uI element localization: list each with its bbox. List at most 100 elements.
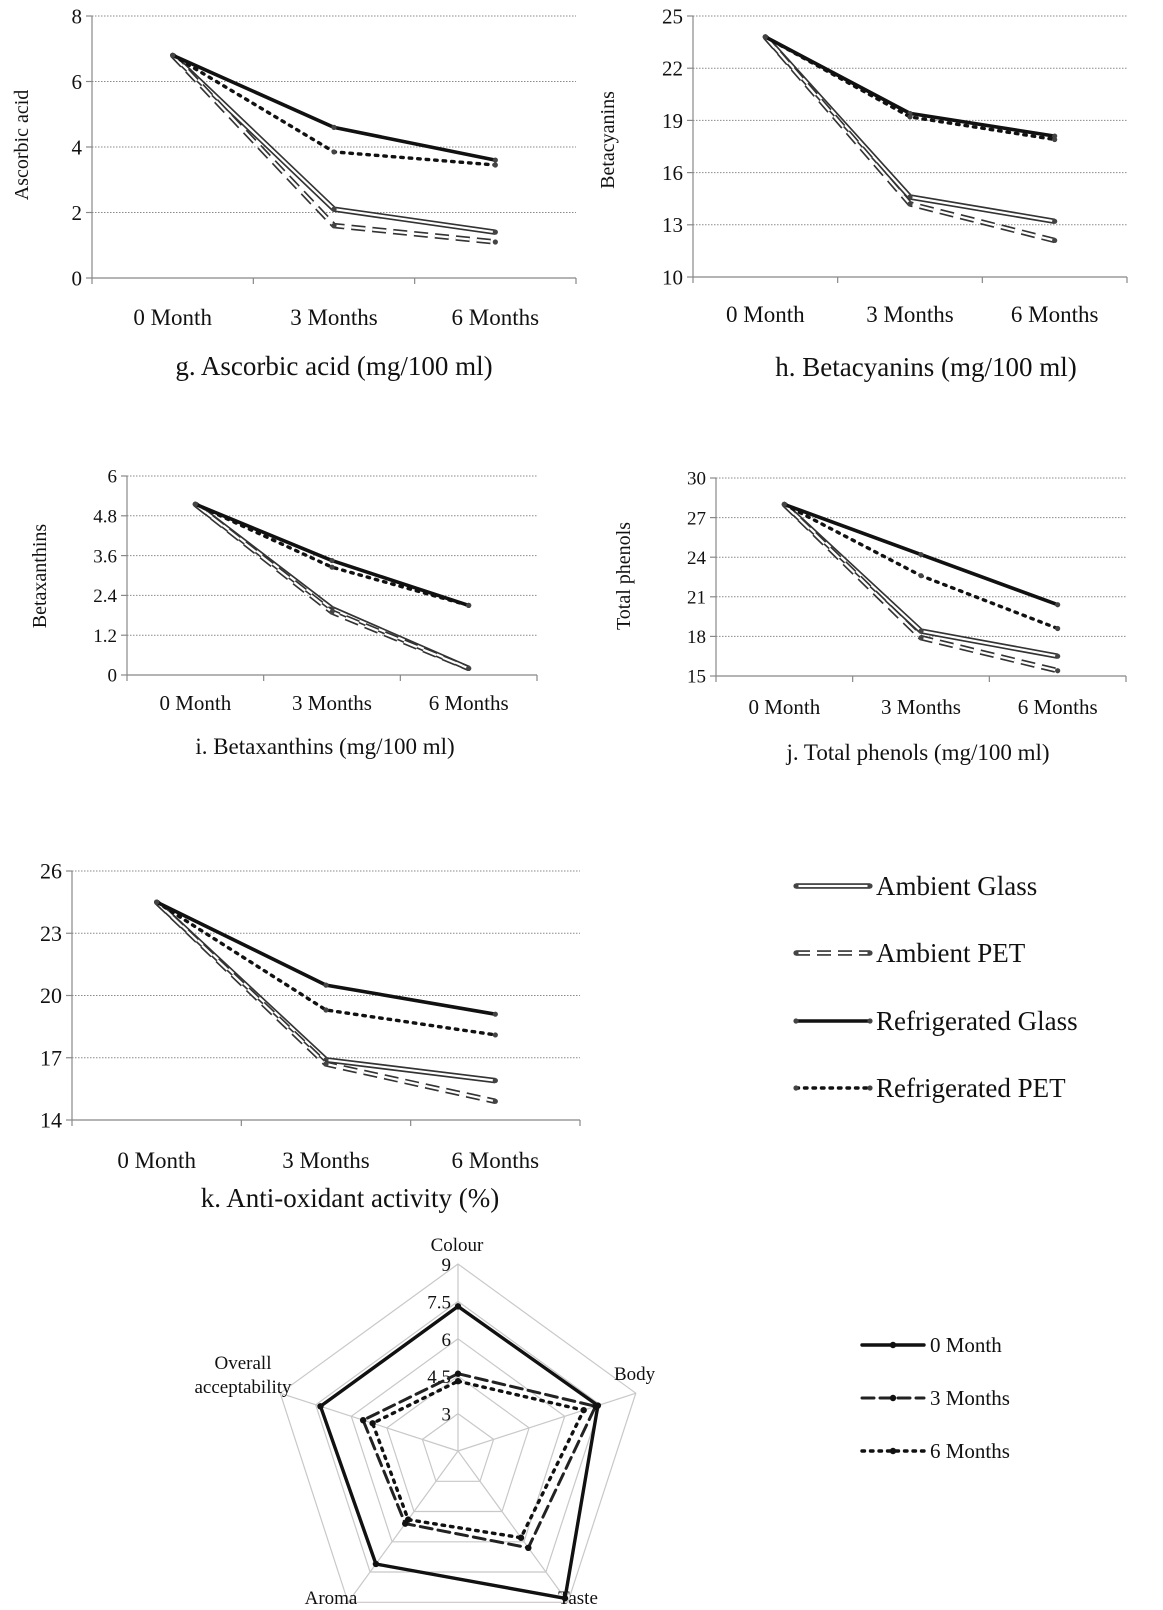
y-tick-label: 4	[72, 135, 83, 159]
y-tick-label: 15	[687, 667, 706, 688]
radar-scale-label: 3	[442, 1405, 452, 1426]
radar-spoke	[347, 1450, 459, 1603]
series-refrigerated-pet-point-0	[781, 501, 787, 507]
series-ambient-pet-point-1	[323, 1061, 329, 1067]
radar-legend-label-3-months: 3 Months	[930, 1386, 1010, 1410]
series-refrigerated-glass-point-2	[1055, 602, 1061, 608]
series-ambient-pet-point-1	[918, 635, 924, 641]
legend-ambient-pet-point-1	[867, 950, 873, 956]
series-refrigerated-pet-point-1	[329, 564, 335, 570]
series-ambient-glass-point-2	[1052, 218, 1058, 224]
y-axis-label: Betacyanins	[597, 91, 619, 189]
x-tick-label: 3 Months	[282, 1148, 370, 1173]
x-tick-label: 6 Months	[1018, 695, 1098, 719]
x-tick-label: 0 Month	[117, 1148, 196, 1173]
x-tick-label: 3 Months	[290, 305, 378, 330]
legend-ambient-glass-point-0	[793, 883, 799, 889]
radar-point-0-month-0	[454, 1303, 462, 1310]
series-ambient-pet-line	[782, 502, 1059, 674]
y-tick-label: 17	[40, 1045, 62, 1070]
series-refrigerated-pet-line	[193, 502, 471, 608]
y-tick-label: 16	[662, 161, 683, 185]
legend-refrigerated-glass-point-0	[793, 1018, 799, 1024]
series-refrigerated-pet-point-2	[1052, 136, 1058, 143]
chart-k-antioxidant-activity: 14 17 20 23 26 0 Month 3 Months 6 Months k. Anti…	[40, 859, 581, 1213]
radar-point-6-months-0	[454, 1377, 462, 1385]
radar-point-3-months-0	[454, 1370, 462, 1377]
radar-point-3-months-2	[525, 1544, 532, 1552]
radar-point-3-months-4	[359, 1416, 367, 1424]
radar-axis-label-overall-line2: acceptability	[194, 1377, 292, 1398]
y-tick-label: 26	[40, 859, 62, 884]
radar-point-3-months-1	[592, 1403, 599, 1410]
legend-label-ambient-glass: Ambient Glass	[876, 871, 1037, 901]
series-refrigerated-pet-point-0	[154, 899, 160, 905]
y-tick-label: 8	[72, 4, 83, 28]
radar-point-0-month-3	[372, 1560, 380, 1568]
x-tick-label: 0 Month	[748, 695, 820, 719]
y-tick-label: 30	[687, 469, 706, 490]
radar-legend-marker-6-months	[889, 1447, 897, 1455]
legend-ambient-glass-point-1	[867, 883, 873, 889]
radar-axis-label-body: Body	[614, 1364, 656, 1385]
series-refrigerated-pet-point-2	[492, 162, 498, 168]
series-refrigerated-glass-point-2	[492, 157, 498, 163]
legend-refrigerated-pet-point-1	[867, 1085, 873, 1091]
y-tick-label: 24	[687, 548, 707, 569]
y-tick-label: 1.2	[93, 626, 117, 647]
radar-ring	[350, 1338, 566, 1543]
series-refrigerated-pet-point-2	[466, 602, 472, 608]
series-ambient-pet-point-2	[466, 665, 472, 671]
y-axis-label: Ascorbic acid	[11, 90, 33, 201]
series-ambient-pet-point-1	[331, 223, 337, 229]
series-refrigerated-pet-point-1	[918, 573, 924, 579]
series-refrigerated-glass-line	[155, 900, 496, 1016]
chart-title: j. Total phenols (mg/100 ml)	[785, 740, 1049, 765]
y-tick-label: 0	[108, 666, 118, 687]
x-tick-label: 0 Month	[726, 302, 805, 327]
legend-label-refrigerated-pet: Refrigerated PET	[876, 1073, 1066, 1103]
series-ambient-pet-point-1	[329, 609, 335, 615]
series-ambient-pet-line	[154, 900, 496, 1104]
radar-point-6-months-1	[580, 1406, 587, 1414]
series-ambient-glass-point-2	[492, 229, 498, 235]
series-ambient-pet-point-1	[907, 201, 913, 207]
series-ambient-glass-line-inner	[194, 503, 470, 670]
chart-title: i. Betaxanthins (mg/100 ml)	[195, 734, 454, 759]
y-tick-label: 4.8	[93, 506, 117, 527]
series-ambient-glass-line	[193, 502, 470, 671]
radar-scale-label: 6	[442, 1330, 452, 1351]
radar-spoke	[279, 1392, 459, 1452]
x-tick-label: 3 Months	[292, 691, 372, 715]
radar-axis-label-overall-line1: Overall	[215, 1353, 272, 1374]
radar-axis-label-taste: Taste	[558, 1588, 598, 1609]
series-ambient-pet-point-2	[492, 1098, 498, 1104]
x-tick-label: 6 Months	[1011, 302, 1099, 327]
radar-legend-marker-3-months	[889, 1394, 897, 1402]
y-tick-label: 6	[72, 70, 83, 94]
y-tick-label: 25	[662, 4, 683, 28]
legend-label-ambient-pet: Ambient PET	[876, 938, 1026, 968]
series-ambient-glass-point-1	[331, 206, 337, 212]
radar-legend: 0 Month 3 Months 6 Months	[860, 1333, 1010, 1463]
y-axis-label: Total phenols	[613, 522, 635, 630]
radar-scale-label: 9	[442, 1255, 452, 1276]
radar-axis-label-colour: Colour	[431, 1235, 484, 1256]
x-tick-label: 6 Months	[452, 305, 540, 330]
series-ambient-pet-point-2	[1052, 237, 1058, 244]
chart-h-betacyanins: 10 13 16 19 22 25 0 Month 3 Months 6 Months Betac…	[597, 4, 1128, 382]
radar-ring	[386, 1375, 530, 1513]
y-tick-label: 2.4	[93, 586, 117, 607]
chart-title: g. Ascorbic acid (mg/100 ml)	[175, 351, 492, 381]
x-tick-label: 6 Months	[452, 1148, 540, 1173]
series-refrigerated-pet-point-1	[907, 114, 913, 120]
series-ambient-pet-point-2	[492, 239, 498, 245]
y-tick-label: 6	[108, 467, 118, 488]
y-tick-label: 22	[662, 57, 683, 81]
legend-refrigerated-pet-point-0	[793, 1085, 799, 1091]
series-refrigerated-pet-point-0	[192, 501, 198, 507]
radar-point-6-months-3	[404, 1516, 412, 1523]
x-tick-label: 0 Month	[133, 305, 212, 330]
radar-legend-marker-0-month	[889, 1341, 897, 1349]
